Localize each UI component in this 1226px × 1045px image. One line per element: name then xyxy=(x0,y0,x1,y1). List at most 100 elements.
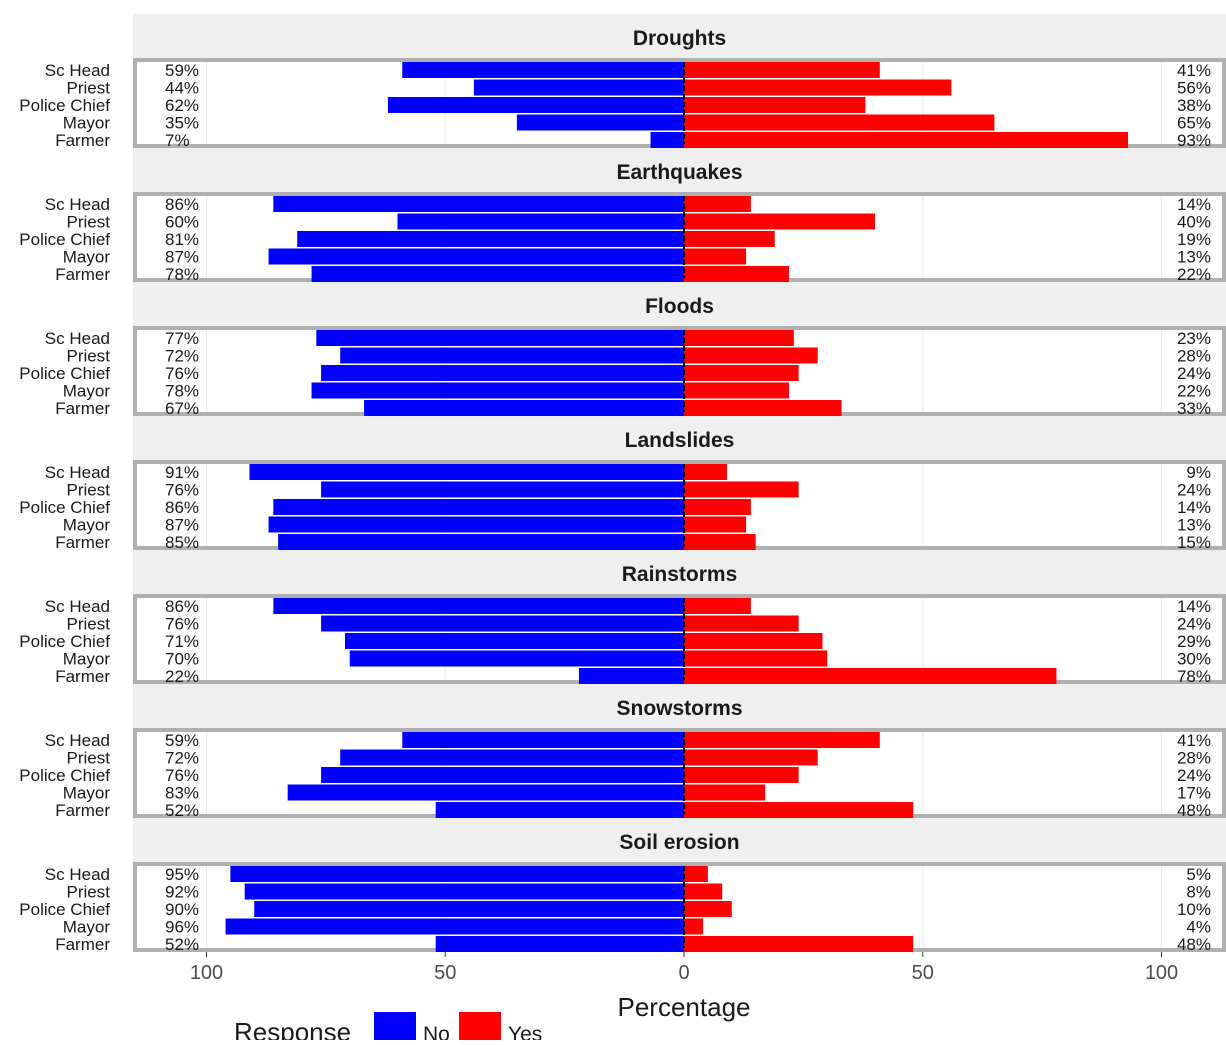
bar-yes xyxy=(684,348,818,364)
no-percent-label: 76% xyxy=(165,615,199,634)
legend-label-yes: Yes xyxy=(508,1023,542,1040)
category-label: Police Chief xyxy=(19,96,110,115)
bar-yes xyxy=(684,919,703,935)
yes-percent-label: 22% xyxy=(1177,265,1211,284)
bar-no xyxy=(321,767,684,783)
x-tick-label: 100 xyxy=(190,962,223,984)
facet-title: Earthquakes xyxy=(616,161,742,184)
bar-no xyxy=(651,132,684,148)
yes-percent-label: 38% xyxy=(1177,96,1211,115)
yes-percent-label: 29% xyxy=(1177,632,1211,651)
bar-no xyxy=(402,62,684,78)
facet-title: Snowstorms xyxy=(616,697,742,720)
bar-no xyxy=(388,97,684,113)
bar-yes xyxy=(684,231,775,247)
no-percent-label: 62% xyxy=(165,96,199,115)
category-label: Mayor xyxy=(63,114,111,133)
facet-title: Soil erosion xyxy=(619,831,739,854)
yes-percent-label: 22% xyxy=(1177,382,1211,401)
bar-yes xyxy=(684,132,1128,148)
no-percent-label: 81% xyxy=(165,230,199,249)
category-label: Priest xyxy=(67,883,111,902)
bar-yes xyxy=(684,97,865,113)
no-percent-label: 22% xyxy=(165,667,199,686)
bar-yes xyxy=(684,330,794,346)
no-percent-label: 76% xyxy=(165,766,199,785)
bar-yes xyxy=(684,62,880,78)
category-label: Mayor xyxy=(63,248,111,267)
bar-yes xyxy=(684,80,951,96)
x-axis-title: Percentage xyxy=(618,992,751,1022)
no-percent-label: 77% xyxy=(165,329,199,348)
yes-percent-label: 40% xyxy=(1177,213,1211,232)
category-label: Priest xyxy=(67,615,111,634)
no-percent-label: 71% xyxy=(165,632,199,651)
yes-percent-label: 13% xyxy=(1177,248,1211,267)
facet-title: Landslides xyxy=(625,429,735,452)
no-percent-label: 86% xyxy=(165,597,199,616)
bar-yes xyxy=(684,767,799,783)
bar-no xyxy=(269,517,684,533)
bar-yes xyxy=(684,499,751,515)
yes-percent-label: 28% xyxy=(1177,347,1211,366)
bar-no xyxy=(278,534,684,550)
category-label: Priest xyxy=(67,79,111,98)
bar-no xyxy=(436,936,684,952)
facet-title: Floods xyxy=(645,295,714,318)
bar-yes xyxy=(684,266,789,282)
bar-no xyxy=(321,482,684,498)
no-percent-label: 90% xyxy=(165,900,199,919)
bar-no xyxy=(364,400,684,416)
bar-no xyxy=(288,785,684,801)
category-label: Priest xyxy=(67,481,111,500)
no-percent-label: 76% xyxy=(165,481,199,500)
yes-percent-label: 9% xyxy=(1186,463,1211,482)
bar-no xyxy=(350,651,684,667)
x-tick-label: 50 xyxy=(912,962,934,984)
no-percent-label: 52% xyxy=(165,801,199,820)
bar-yes xyxy=(684,616,799,632)
no-percent-label: 87% xyxy=(165,248,199,267)
bar-yes xyxy=(684,750,818,766)
no-percent-label: 7% xyxy=(165,131,190,150)
bar-no xyxy=(321,616,684,632)
category-label: Priest xyxy=(67,347,111,366)
yes-percent-label: 4% xyxy=(1186,918,1211,937)
no-percent-label: 87% xyxy=(165,516,199,535)
bar-no xyxy=(226,919,684,935)
no-percent-label: 78% xyxy=(165,265,199,284)
facet-title: Droughts xyxy=(633,27,726,50)
category-label: Farmer xyxy=(55,533,110,552)
yes-percent-label: 19% xyxy=(1177,230,1211,249)
bar-yes xyxy=(684,534,756,550)
legend-title: Response xyxy=(234,1017,351,1040)
yes-percent-label: 93% xyxy=(1177,131,1211,150)
no-percent-label: 95% xyxy=(165,865,199,884)
bar-no xyxy=(579,668,684,684)
no-percent-label: 67% xyxy=(165,399,199,418)
category-label: Sc Head xyxy=(45,329,110,348)
yes-percent-label: 5% xyxy=(1186,865,1211,884)
bar-no xyxy=(340,348,684,364)
category-label: Police Chief xyxy=(19,230,110,249)
bar-no xyxy=(345,633,684,649)
no-percent-label: 86% xyxy=(165,195,199,214)
bar-yes xyxy=(684,517,746,533)
legend-label-no: No xyxy=(423,1023,450,1040)
yes-percent-label: 14% xyxy=(1177,597,1211,616)
no-percent-label: 35% xyxy=(165,114,199,133)
bar-yes xyxy=(684,936,913,952)
bar-yes xyxy=(684,249,746,265)
bar-no xyxy=(316,330,684,346)
no-percent-label: 59% xyxy=(165,731,199,750)
bar-no xyxy=(269,249,684,265)
category-label: Mayor xyxy=(63,650,111,669)
no-percent-label: 91% xyxy=(165,463,199,482)
bar-no xyxy=(245,884,684,900)
bar-yes xyxy=(684,115,994,131)
x-tick-label: 0 xyxy=(678,962,689,984)
category-label: Farmer xyxy=(55,399,110,418)
no-percent-label: 76% xyxy=(165,364,199,383)
bar-yes xyxy=(684,732,880,748)
